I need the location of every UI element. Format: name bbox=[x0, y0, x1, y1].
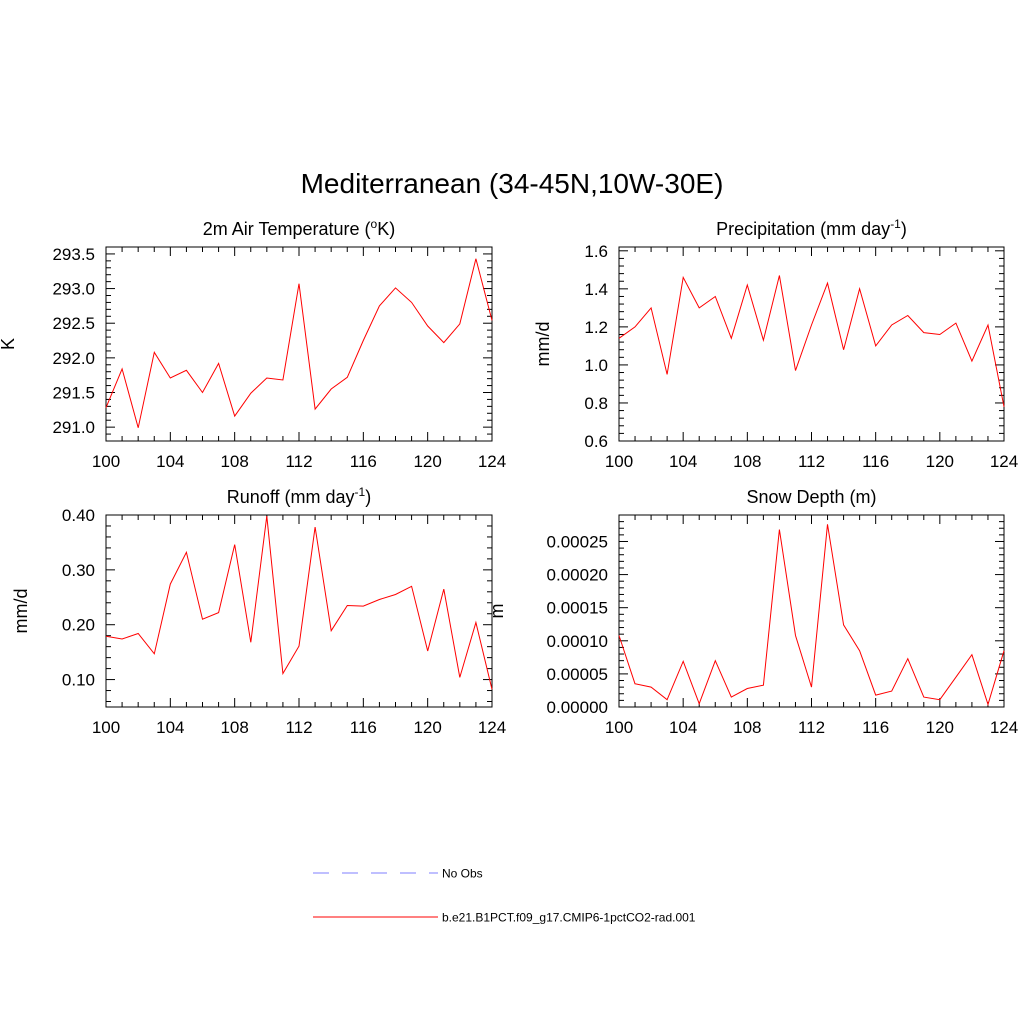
x-tick-label: 124 bbox=[990, 452, 1018, 471]
figure-title: Mediterranean (34-45N,10W-30E) bbox=[301, 168, 724, 199]
x-tick-label: 104 bbox=[156, 452, 184, 471]
y-tick-label: 0.10 bbox=[62, 671, 95, 690]
y-tick-label: 0.00005 bbox=[547, 665, 608, 684]
plot-frame bbox=[618, 514, 1005, 708]
panel-title: Runoff (mm day-1) bbox=[227, 485, 371, 507]
y-tick-label: 0.30 bbox=[62, 561, 95, 580]
y-tick-label: 1.6 bbox=[584, 242, 608, 261]
panel-title-superscript: o bbox=[371, 217, 378, 231]
y-tick-label: 0.6 bbox=[584, 432, 608, 451]
x-tick-label: 116 bbox=[862, 452, 889, 471]
y-tick-label: 0.8 bbox=[584, 394, 608, 413]
y-tick-label: 1.2 bbox=[584, 318, 608, 337]
x-tick-label: 100 bbox=[92, 718, 120, 737]
y-tick-label: 0.00000 bbox=[547, 698, 608, 717]
x-tick-label: 112 bbox=[285, 718, 312, 737]
y-tick-label: 292.0 bbox=[52, 349, 95, 368]
series-line bbox=[105, 258, 493, 428]
y-axis-label: m bbox=[487, 604, 507, 619]
panel-title-main: Precipitation (mm day bbox=[716, 219, 890, 239]
y-axis-label: mm/d bbox=[533, 322, 553, 367]
panel-title-main: Runoff (mm day bbox=[227, 487, 355, 507]
panel-title-main: Snow Depth (m) bbox=[746, 487, 876, 507]
panel-title: Precipitation (mm day-1) bbox=[716, 217, 907, 239]
x-tick-label: 124 bbox=[478, 718, 506, 737]
x-tick-label: 116 bbox=[350, 718, 377, 737]
legend-label-no-obs: No Obs bbox=[442, 867, 483, 881]
x-tick-label: 100 bbox=[605, 718, 633, 737]
legend-label-model: b.e21.B1PCT.f09_g17.CMIP6-1pctCO2-rad.00… bbox=[442, 911, 696, 925]
y-tick-label: 293.5 bbox=[52, 245, 95, 264]
x-tick-label: 104 bbox=[669, 718, 697, 737]
x-tick-label: 120 bbox=[413, 718, 441, 737]
panel-title: Snow Depth (m) bbox=[746, 487, 876, 507]
x-tick-label: 120 bbox=[413, 452, 441, 471]
y-tick-label: 0.20 bbox=[62, 616, 95, 635]
y-tick-label: 291.5 bbox=[52, 384, 95, 403]
x-tick-label: 100 bbox=[92, 452, 120, 471]
x-tick-label: 112 bbox=[285, 452, 312, 471]
panel-title-main: 2m Air Temperature ( bbox=[203, 219, 371, 239]
y-tick-label: 0.00020 bbox=[547, 566, 608, 585]
y-axis-label: K bbox=[0, 338, 18, 350]
x-tick-label: 104 bbox=[156, 718, 184, 737]
panel-1: 100 104 108 112 116 120 124 291.0 291.5 292.0 292.… bbox=[0, 217, 506, 471]
x-tick-label: 124 bbox=[990, 718, 1018, 737]
series-line bbox=[618, 275, 1005, 407]
x-tick-label: 120 bbox=[926, 718, 954, 737]
y-tick-label: 1.4 bbox=[584, 280, 608, 299]
plot-frame bbox=[105, 246, 493, 442]
series-line bbox=[105, 516, 493, 690]
panel-title-superscript: -1 bbox=[890, 217, 901, 231]
y-tick-label: 292.5 bbox=[52, 314, 95, 333]
series-line bbox=[618, 524, 1005, 707]
panel-title-tail: K) bbox=[377, 219, 395, 239]
x-tick-label: 124 bbox=[478, 452, 506, 471]
y-tick-label: 0.00010 bbox=[547, 632, 608, 651]
x-tick-label: 108 bbox=[733, 718, 761, 737]
x-tick-label: 116 bbox=[350, 452, 377, 471]
panels: 100 104 108 112 116 120 124 291.0 291.5 292.0 292.… bbox=[0, 217, 1018, 737]
plot-frame bbox=[618, 246, 1005, 442]
panel-title-superscript: -1 bbox=[355, 485, 366, 499]
y-axis-label: mm/d bbox=[11, 589, 31, 634]
y-tick-label: 291.0 bbox=[52, 418, 95, 437]
panel-3: 100 104 108 112 116 120 124 0.10 0.20 0.30 0.40 mm/… bbox=[11, 485, 506, 737]
legend: No Obs b.e21.B1PCT.f09_g17.CMIP6-1pctCO2… bbox=[313, 867, 696, 925]
y-tick-label: 1.0 bbox=[584, 356, 608, 375]
x-tick-label: 108 bbox=[220, 718, 248, 737]
y-tick-label: 0.40 bbox=[62, 506, 95, 525]
y-tick-label: 0.00015 bbox=[547, 599, 608, 618]
y-tick-label: 293.0 bbox=[52, 280, 95, 299]
x-tick-label: 112 bbox=[798, 452, 825, 471]
x-tick-label: 108 bbox=[733, 452, 761, 471]
panel-2: 100 104 108 112 116 120 124 0.6 0.8 1.0 1.2 1.4 1.6 m… bbox=[533, 217, 1018, 471]
x-tick-label: 120 bbox=[926, 452, 954, 471]
panel-title-tail: ) bbox=[365, 487, 371, 507]
x-tick-label: 116 bbox=[862, 718, 889, 737]
x-tick-label: 100 bbox=[605, 452, 633, 471]
x-tick-label: 108 bbox=[220, 452, 248, 471]
x-tick-label: 112 bbox=[798, 718, 825, 737]
panel-title-tail: ) bbox=[901, 219, 907, 239]
y-tick-label: 0.00025 bbox=[547, 532, 608, 551]
panel-4: 100 104 108 112 116 120 124 0.00000 0.00005 0.000… bbox=[487, 487, 1018, 737]
x-tick-label: 104 bbox=[669, 452, 697, 471]
panel-title: 2m Air Temperature (oK) bbox=[203, 217, 395, 239]
